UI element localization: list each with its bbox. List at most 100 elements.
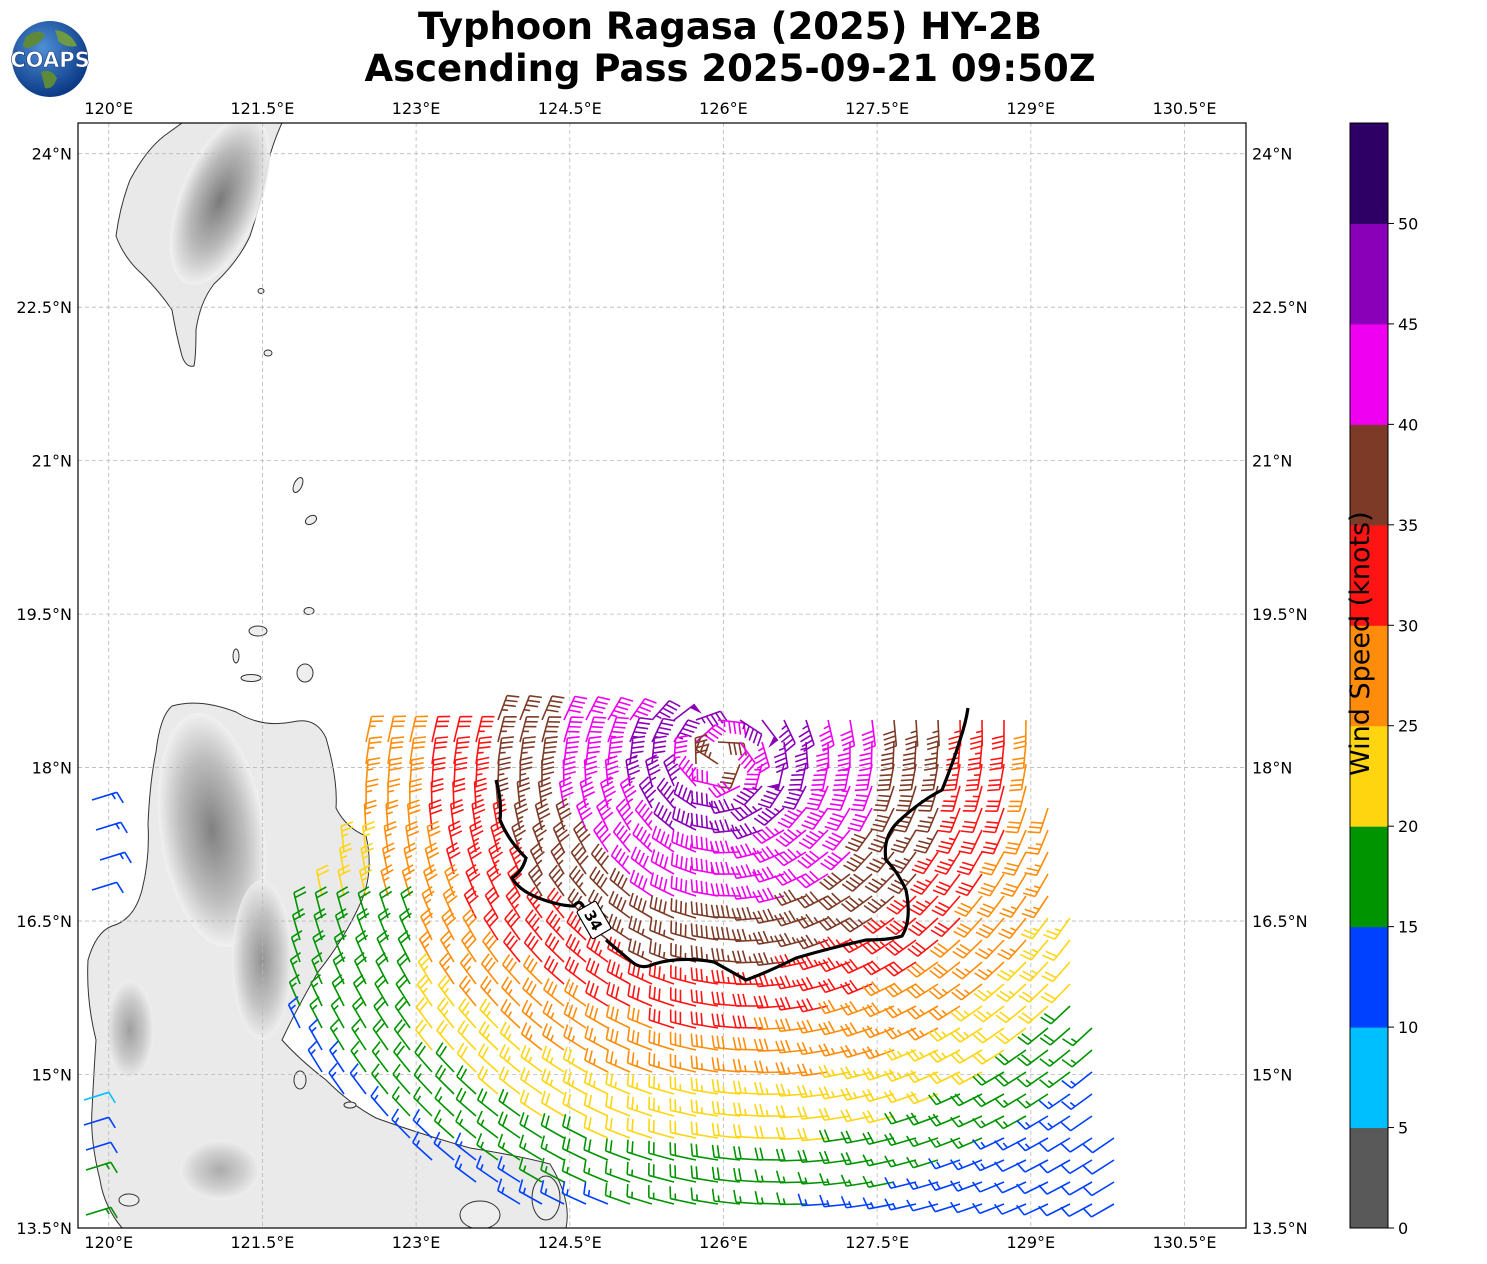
wind-barb xyxy=(475,715,495,743)
wind-barb xyxy=(519,1112,543,1139)
wind-barb xyxy=(441,908,457,941)
wind-barb xyxy=(690,1143,719,1161)
wind-barb xyxy=(288,973,301,1007)
wind-barb xyxy=(923,741,939,771)
wind-barb xyxy=(861,1025,895,1039)
wind-barb xyxy=(585,957,609,985)
wind-barb xyxy=(987,763,1005,792)
wind-barb xyxy=(690,1099,719,1117)
wind-barb xyxy=(548,864,565,897)
lon-label-top: 123°E xyxy=(392,99,441,118)
wind-barb xyxy=(711,1035,741,1051)
wind-barb xyxy=(796,870,829,889)
wind-barb xyxy=(584,1047,609,1073)
wind-barb xyxy=(989,741,1005,771)
lat-label-left: 16.5°N xyxy=(16,912,72,931)
wind-barb xyxy=(540,1113,565,1139)
wind-barb xyxy=(1000,873,1027,897)
wind-barb xyxy=(711,1078,741,1095)
wind-barb xyxy=(952,939,983,959)
lon-label-top: 126°E xyxy=(699,99,748,118)
wind-barb xyxy=(476,1110,499,1139)
wind-barb xyxy=(607,716,629,743)
wind-barb xyxy=(475,1155,499,1183)
wind-barb xyxy=(583,755,598,787)
wind-barb xyxy=(605,1093,631,1117)
wind-barb xyxy=(663,753,681,787)
wind-barb xyxy=(629,717,652,743)
wind-barb xyxy=(430,777,444,809)
luzon-sierra-madre xyxy=(232,880,292,1040)
wind-barb xyxy=(480,975,499,1007)
wind-barb xyxy=(873,785,895,812)
wind-barb xyxy=(690,1165,719,1183)
wind-barb xyxy=(365,715,384,743)
wind-barb xyxy=(431,715,451,743)
wind-barb xyxy=(850,785,873,812)
wind-barb xyxy=(973,983,1005,1002)
wind-barb xyxy=(444,863,460,897)
wind-barb xyxy=(1021,895,1049,919)
wind-barb xyxy=(774,848,807,867)
colorbar-tick-label: 40 xyxy=(1398,415,1418,434)
wind-barb xyxy=(818,978,851,994)
wind-barb xyxy=(1038,1203,1071,1217)
wind-barb xyxy=(818,1107,851,1122)
wind-barb xyxy=(971,1202,1005,1215)
wind-barb xyxy=(932,873,961,896)
wind-barb xyxy=(819,872,851,891)
wind-barb xyxy=(293,886,307,919)
wind-barb xyxy=(972,1115,1005,1129)
wind-barb xyxy=(1082,1203,1115,1218)
wind-barb xyxy=(1060,1115,1093,1132)
wind-barb xyxy=(690,1187,719,1205)
wind-barb xyxy=(501,953,521,985)
wind-barb xyxy=(310,974,323,1007)
wind-barb xyxy=(796,1063,829,1077)
wind-barb xyxy=(691,790,719,809)
wind-barb xyxy=(649,895,675,919)
wind-barb xyxy=(499,1044,521,1073)
wind-barb xyxy=(541,695,565,721)
wind-barb xyxy=(921,763,939,792)
wind-barb xyxy=(994,1071,1027,1087)
wind-barb xyxy=(627,983,653,1007)
wind-barb xyxy=(403,842,417,875)
wind-barb xyxy=(711,1144,741,1161)
wind-barb xyxy=(906,1135,939,1148)
wind-barb xyxy=(1017,1027,1049,1046)
wind-barb xyxy=(604,1138,631,1161)
wind-barb xyxy=(387,715,406,743)
wind-barb xyxy=(929,961,961,979)
wind-barb xyxy=(413,1064,433,1095)
wind-barb xyxy=(958,829,983,855)
wind-barb xyxy=(994,1137,1027,1151)
wind-barb xyxy=(876,763,895,792)
wind-barb xyxy=(884,961,917,977)
wind-barb xyxy=(629,735,646,765)
wind-barb xyxy=(1039,1071,1071,1089)
wind-barb xyxy=(585,735,602,765)
wind-barb xyxy=(898,763,917,792)
wind-barb xyxy=(991,719,1005,750)
wind-barb xyxy=(459,975,477,1007)
lon-label-bottom: 127.5°E xyxy=(845,1233,909,1252)
wind-barb xyxy=(739,719,763,747)
lon-label-top: 121.5°E xyxy=(230,99,294,118)
wind-barb xyxy=(648,985,675,1007)
wind-barb xyxy=(91,791,124,804)
wind-barb xyxy=(566,911,587,941)
wind-barb xyxy=(562,755,576,787)
lat-label-right: 16.5°N xyxy=(1252,912,1308,931)
wind-barb xyxy=(753,995,785,1009)
wind-barb xyxy=(1038,1159,1071,1174)
wind-barb xyxy=(534,798,551,831)
wind-barb xyxy=(884,982,917,998)
wind-barb xyxy=(753,807,785,826)
wind-barb xyxy=(1007,785,1027,812)
wind-barb xyxy=(605,1026,631,1051)
wind-barb xyxy=(374,974,389,1007)
wind-barb xyxy=(976,895,1005,918)
wind-barb xyxy=(951,983,983,1001)
wind-barb xyxy=(1041,961,1071,983)
